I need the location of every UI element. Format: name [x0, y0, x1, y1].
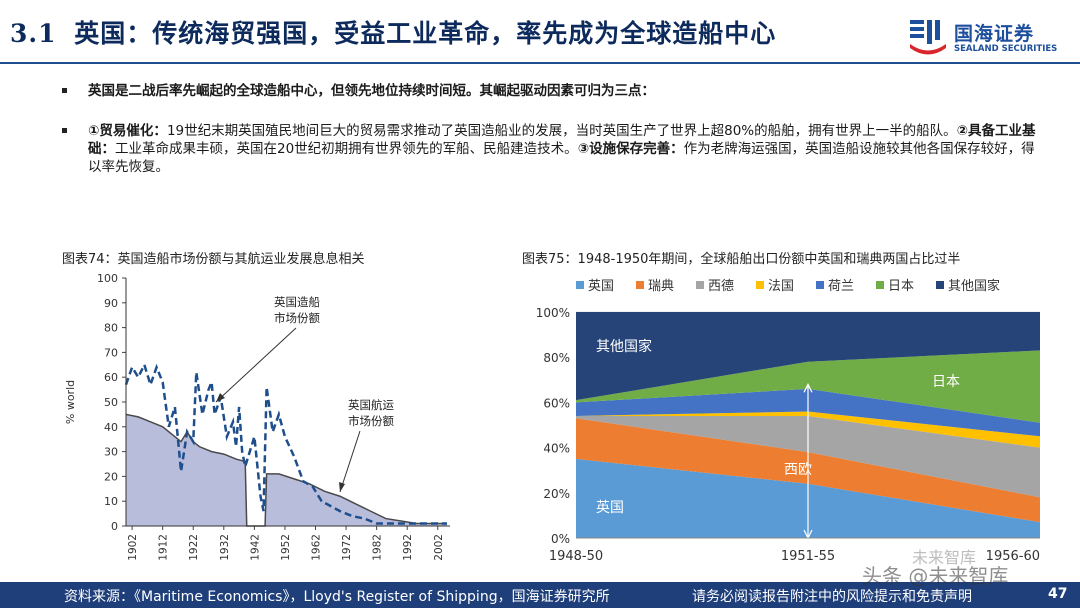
x-tick-label: 1956-60 — [986, 549, 1040, 564]
annotation-shipbuilding-arrowhead — [216, 393, 225, 402]
x-tick-label: 1992 — [402, 534, 414, 561]
figure-74-title: 图表74：英国造船市场份额与其航运业发展息息相关 — [62, 252, 365, 267]
legend-swatch-其他国家 — [936, 281, 944, 289]
shipping-share-area — [126, 414, 447, 526]
watermark: 头条 @未来智库 — [862, 564, 1009, 588]
legend-label-荷兰: 荷兰 — [828, 279, 854, 294]
bullet-intro-text: 英国是二战后率先崛起的全球造船中心，但领先地位持续时间短。其崛起驱动因素可归为三… — [88, 83, 655, 99]
footer-source: 资料来源：《Maritime Economics》，Lloyd's Regist… — [64, 589, 610, 605]
bullet-square-icon — [62, 88, 67, 93]
annotation-shipping-arrowhead — [339, 482, 345, 492]
legend-label-法国: 法国 — [768, 279, 794, 294]
legend-swatch-日本 — [876, 281, 884, 289]
legend-label-瑞典: 瑞典 — [648, 279, 674, 294]
y-tick-label: 100% — [536, 306, 570, 320]
y-tick-label: 40 — [104, 421, 118, 434]
legend-label-西德: 西德 — [708, 279, 734, 294]
area-label-japan: 日本 — [932, 374, 960, 390]
y-tick-label: 90 — [104, 297, 118, 310]
company-logo: 国海证券 SEALAND SECURITIES — [908, 17, 1068, 57]
x-tick-label: 1948-50 — [549, 549, 603, 564]
page-number: 47 — [1048, 586, 1068, 602]
legend-label-其他国家: 其他国家 — [948, 278, 1000, 294]
y-tick-label: 20% — [543, 487, 570, 501]
area-法国 — [576, 411, 1040, 448]
uk-shipbuilding-share-chart: 0 10 20 30 40 50 60 70 80 90 100 1902 1912 1922 1932 19… — [64, 272, 450, 561]
annotation-shipping-line2: 市场份额 — [348, 414, 394, 428]
area-label-western-europe: 西欧 — [784, 462, 812, 478]
y-tick-label: 50 — [104, 396, 118, 409]
y-axis-label: % world — [64, 380, 77, 424]
x-tick-label: 1912 — [158, 534, 170, 561]
section-number: 3.1 — [10, 19, 57, 48]
y-tick-label: 0 — [111, 520, 118, 533]
area-西德 — [576, 415, 1040, 498]
legend-label-英国: 英国 — [588, 279, 614, 294]
bullet-intro: 英国是二战后率先崛起的全球造船中心，但领先地位持续时间短。其崛起驱动因素可归为三… — [62, 82, 1048, 100]
y-tick-label: 20 — [104, 470, 118, 483]
y-tick-label: 70 — [104, 346, 118, 359]
x-tick-label: 1902 — [127, 534, 139, 561]
shipbuilding-share-line — [124, 361, 447, 525]
area-其他国家 — [576, 312, 1040, 401]
y-tick-label: 10 — [104, 495, 118, 508]
legend-swatch-瑞典 — [636, 281, 644, 289]
ship-export-share-chart: 英国 瑞典 西德 法国 荷兰 日本 其他国家0%20%40%60%80%100%1948-5… — [536, 278, 1040, 564]
legend-swatch-英国 — [576, 281, 584, 289]
divider-arrow-up-icon — [803, 382, 813, 393]
driver-3-text: 作为老牌海运强国，英国造船设施较其他各国保存较好，得以率先恢复。 — [88, 141, 1035, 175]
x-tick-label: 1932 — [219, 534, 231, 561]
driver-2-text: 工业革命成果丰硕，英国在20世纪初期拥有世界领先的军船、民船建造技术。 — [115, 141, 578, 157]
x-tick-label: 2002 — [433, 534, 445, 561]
driver-1-text: 19世纪末期英国殖民地间巨大的贸易需求推动了英国造船业的发展，当时英国生产了世界… — [166, 123, 957, 139]
logo-cn-text: 国海证券 — [954, 23, 1035, 45]
x-tick-label: 1951-55 — [781, 549, 835, 564]
legend-swatch-荷兰 — [816, 281, 824, 289]
bullet-drivers: ①贸易催化：19世纪末期英国殖民地间巨大的贸易需求推动了英国造船业的发展，当时英… — [62, 122, 1048, 176]
footer-disclaimer: 请务必阅读报告附注中的风险提示和免责声明 — [692, 589, 972, 605]
y-tick-label: 40% — [543, 442, 570, 456]
bullet-square-icon — [62, 128, 67, 133]
driver-1-label: ①贸易催化： — [88, 123, 167, 139]
figure-75-title: 图表75：1948-1950年期间，全球船舶出口份额中英国和瑞典两国占比过半 — [522, 252, 961, 267]
y-tick-label: 80 — [104, 322, 118, 335]
x-tick-label: 1962 — [311, 534, 323, 561]
x-tick-label: 1942 — [249, 534, 261, 561]
driver-3-label: ③设施保存完善： — [577, 141, 684, 157]
y-tick-label: 60 — [104, 371, 118, 384]
x-tick-label: 1982 — [372, 534, 384, 561]
title-bar: 3.1 英国：传统海贸强国，受益工业革命，率先成为全球造船中心 国海证券 SEA… — [0, 0, 1080, 64]
legend-swatch-法国 — [756, 281, 764, 289]
y-tick-label: 80% — [543, 351, 570, 365]
annotation-shipbuilding-line1: 英国造船 — [274, 295, 320, 309]
legend-label-日本: 日本 — [888, 279, 914, 294]
y-tick-label: 100 — [97, 272, 118, 285]
legend-swatch-西德 — [696, 281, 704, 289]
annotation-shipbuilding-line2: 市场份额 — [274, 311, 320, 325]
watermark-faint: 未来智库 — [912, 548, 977, 567]
area-label-other: 其他国家 — [596, 338, 652, 355]
x-tick-label: 1972 — [341, 534, 353, 561]
driver-2-label: ②具备工业基础： — [88, 123, 1036, 157]
annotation-shipping-arrow — [339, 430, 361, 493]
title-divider — [0, 62, 1080, 64]
slide-title: 3.1 英国：传统海贸强国，受益工业革命，率先成为全球造船中心 — [10, 14, 776, 50]
y-tick-label: 60% — [543, 396, 570, 410]
title-text: 英国：传统海贸强国，受益工业革命，率先成为全球造船中心 — [74, 19, 777, 48]
y-tick-label: 30 — [104, 446, 118, 459]
area-荷兰 — [576, 388, 1040, 437]
annotation-shipping-line1: 英国航运 — [348, 398, 394, 412]
footer-bar: 资料来源：《Maritime Economics》，Lloyd's Regist… — [0, 582, 1080, 608]
sealand-logo-icon — [910, 20, 946, 55]
area-label-uk: 英国 — [596, 499, 624, 516]
logo-en-text: SEALAND SECURITIES — [954, 44, 1058, 54]
annotation-shipbuilding-arrow — [215, 327, 297, 403]
x-tick-label: 1922 — [188, 534, 200, 561]
y-tick-label: 0% — [551, 532, 570, 546]
x-tick-label: 1952 — [280, 534, 292, 561]
